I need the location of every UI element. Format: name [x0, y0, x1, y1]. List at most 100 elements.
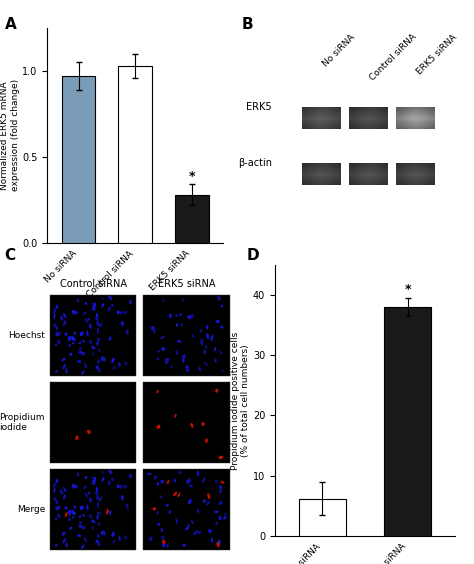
Ellipse shape	[170, 365, 173, 368]
Ellipse shape	[65, 542, 68, 548]
Ellipse shape	[186, 479, 189, 484]
Ellipse shape	[161, 336, 164, 340]
Ellipse shape	[165, 360, 169, 364]
Ellipse shape	[97, 534, 100, 537]
Ellipse shape	[151, 326, 155, 330]
Ellipse shape	[101, 477, 104, 482]
Ellipse shape	[83, 312, 87, 315]
Ellipse shape	[161, 347, 165, 351]
Ellipse shape	[108, 306, 111, 311]
Ellipse shape	[108, 296, 112, 301]
Ellipse shape	[169, 510, 172, 514]
Ellipse shape	[92, 302, 94, 306]
Ellipse shape	[92, 477, 94, 479]
Ellipse shape	[111, 532, 115, 537]
Ellipse shape	[82, 340, 85, 343]
Ellipse shape	[101, 356, 104, 361]
Ellipse shape	[86, 331, 89, 336]
Ellipse shape	[129, 300, 132, 304]
Ellipse shape	[95, 365, 99, 369]
Ellipse shape	[73, 331, 76, 335]
Ellipse shape	[113, 540, 115, 544]
Ellipse shape	[85, 302, 87, 305]
Ellipse shape	[178, 492, 180, 497]
Ellipse shape	[97, 368, 101, 372]
Ellipse shape	[72, 516, 75, 518]
Ellipse shape	[88, 492, 90, 495]
Ellipse shape	[101, 531, 104, 535]
Ellipse shape	[72, 338, 76, 341]
Ellipse shape	[224, 513, 227, 516]
Ellipse shape	[189, 315, 191, 320]
Ellipse shape	[218, 296, 220, 301]
Ellipse shape	[215, 480, 218, 484]
Ellipse shape	[92, 527, 94, 530]
Ellipse shape	[72, 512, 76, 515]
Text: β-actin: β-actin	[238, 158, 272, 168]
Text: Control siRNA: Control siRNA	[368, 33, 418, 83]
Ellipse shape	[165, 358, 169, 362]
Ellipse shape	[85, 318, 88, 323]
Ellipse shape	[54, 314, 55, 319]
Ellipse shape	[100, 496, 102, 501]
Ellipse shape	[111, 304, 114, 307]
Ellipse shape	[175, 350, 179, 355]
Ellipse shape	[182, 544, 186, 547]
Ellipse shape	[65, 368, 68, 373]
Ellipse shape	[206, 325, 209, 329]
Ellipse shape	[219, 515, 222, 520]
Text: ERK5: ERK5	[246, 103, 272, 112]
Ellipse shape	[187, 523, 190, 529]
Ellipse shape	[78, 351, 83, 354]
Ellipse shape	[97, 512, 101, 515]
Ellipse shape	[63, 494, 66, 500]
Ellipse shape	[76, 472, 79, 477]
Ellipse shape	[176, 518, 178, 524]
Ellipse shape	[215, 522, 218, 525]
Ellipse shape	[215, 320, 220, 323]
Ellipse shape	[98, 522, 100, 526]
Ellipse shape	[81, 370, 84, 375]
Ellipse shape	[96, 494, 99, 500]
Bar	[143, 294, 230, 376]
Ellipse shape	[189, 484, 193, 487]
Text: *: *	[188, 170, 195, 183]
Text: A: A	[5, 17, 17, 32]
Ellipse shape	[218, 539, 220, 545]
Ellipse shape	[122, 322, 124, 327]
Ellipse shape	[79, 347, 82, 351]
Text: D: D	[246, 248, 259, 263]
Ellipse shape	[62, 531, 65, 536]
Ellipse shape	[118, 536, 121, 541]
Ellipse shape	[191, 314, 194, 319]
Ellipse shape	[203, 350, 206, 354]
Ellipse shape	[157, 523, 160, 526]
Ellipse shape	[100, 322, 102, 328]
Ellipse shape	[121, 495, 124, 499]
Ellipse shape	[86, 505, 89, 510]
Bar	[299, 499, 346, 536]
Ellipse shape	[91, 519, 95, 523]
Ellipse shape	[202, 478, 205, 483]
Ellipse shape	[95, 540, 99, 543]
Ellipse shape	[193, 531, 197, 536]
Ellipse shape	[198, 367, 201, 371]
Ellipse shape	[210, 338, 213, 341]
Text: Control siRNA: Control siRNA	[60, 279, 127, 289]
Ellipse shape	[55, 332, 58, 336]
Ellipse shape	[96, 340, 99, 346]
Ellipse shape	[206, 501, 210, 505]
Ellipse shape	[78, 525, 83, 528]
Ellipse shape	[101, 297, 103, 300]
Ellipse shape	[87, 430, 91, 434]
Text: *: *	[405, 283, 411, 296]
Bar	[62, 76, 95, 243]
Ellipse shape	[64, 506, 68, 510]
Ellipse shape	[185, 365, 189, 369]
Ellipse shape	[121, 321, 124, 325]
Ellipse shape	[57, 513, 61, 518]
Ellipse shape	[173, 479, 176, 483]
Ellipse shape	[106, 509, 109, 514]
Ellipse shape	[179, 313, 182, 316]
Ellipse shape	[222, 369, 224, 373]
